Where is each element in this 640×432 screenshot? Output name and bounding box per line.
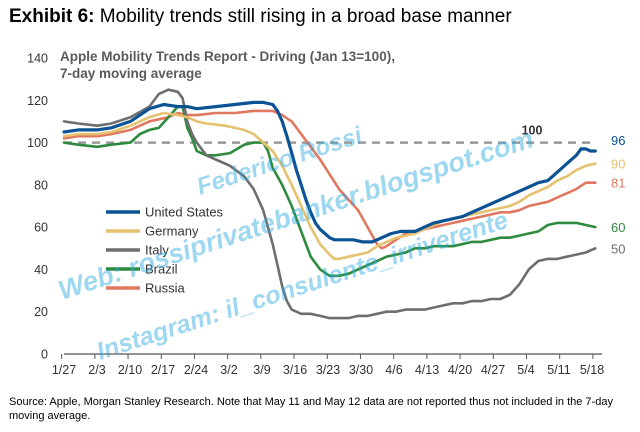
legend-label: Russia bbox=[145, 281, 186, 296]
y-tick-label: 120 bbox=[27, 94, 48, 108]
x-tick-label: 2/17 bbox=[151, 363, 175, 377]
x-tick-label: 5/4 bbox=[517, 363, 534, 377]
end-label-italy: 50 bbox=[611, 241, 625, 256]
y-tick-label: 40 bbox=[34, 263, 48, 277]
chart-axes: 0 20 40 60 80 100 120 140 1/27 2/3 2/10 2/17 2/24 3/2… bbox=[27, 52, 604, 378]
x-tick-label: 3/23 bbox=[316, 363, 340, 377]
source-note: Source: Apple, Morgan Stanley Research. … bbox=[9, 396, 613, 422]
exhibit-label: Exhibit 6: bbox=[9, 6, 95, 27]
chart-legend: United States Germany Italy Brazil Russia bbox=[106, 205, 224, 296]
x-tick-label: 2/10 bbox=[118, 363, 142, 377]
end-label-united-states: 96 bbox=[611, 133, 625, 148]
x-tick-label: 4/6 bbox=[385, 363, 402, 377]
x-tick-label: 4/20 bbox=[448, 363, 472, 377]
end-label-russia: 81 bbox=[611, 176, 625, 191]
y-tick-label: 60 bbox=[34, 221, 48, 235]
legend-label: United States bbox=[145, 205, 224, 220]
chart-title-line1: Apple Mobility Trends Report - Driving (… bbox=[60, 49, 395, 64]
end-label-brazil: 60 bbox=[611, 220, 625, 235]
chart-series: 96 90 50 60 81 bbox=[62, 88, 625, 320]
x-tick-label: 3/30 bbox=[349, 363, 373, 377]
legend-label: Germany bbox=[145, 224, 199, 239]
exhibit-title: Mobility trends still rising in a broad … bbox=[99, 6, 512, 27]
chart-title: Apple Mobility Trends Report - Driving (… bbox=[60, 48, 395, 82]
x-tick-label: 4/13 bbox=[415, 363, 439, 377]
y-tick-label: 140 bbox=[27, 52, 48, 66]
x-tick-label: 2/24 bbox=[184, 363, 208, 377]
x-tick-label: 1/27 bbox=[52, 363, 76, 377]
x-tick-label: 3/2 bbox=[220, 363, 237, 377]
x-tick-label: 4/27 bbox=[481, 363, 505, 377]
x-tick-label: 5/11 bbox=[547, 363, 570, 377]
x-tick-label: 3/16 bbox=[283, 363, 307, 377]
y-tick-label: 100 bbox=[27, 136, 48, 150]
end-label-germany: 90 bbox=[611, 157, 625, 172]
y-tick-label: 0 bbox=[41, 348, 48, 362]
x-tick-label: 5/18 bbox=[580, 363, 604, 377]
series-line-italy bbox=[62, 88, 597, 320]
legend-label: Italy bbox=[145, 243, 169, 258]
chart-subtitle: 7-day moving average bbox=[60, 66, 202, 81]
y-tick-label: 20 bbox=[34, 305, 48, 319]
x-tick-label: 2/3 bbox=[88, 363, 105, 377]
x-tick-label: 3/9 bbox=[253, 363, 270, 377]
exhibit-heading: Exhibit 6: Mobility trends still rising … bbox=[9, 6, 512, 28]
y-tick-label: 80 bbox=[34, 178, 48, 192]
reference-line-label: 100 bbox=[522, 124, 543, 138]
series-line-united-states bbox=[62, 100, 597, 244]
legend-label: Brazil bbox=[145, 262, 178, 277]
series-line-germany bbox=[62, 111, 597, 261]
